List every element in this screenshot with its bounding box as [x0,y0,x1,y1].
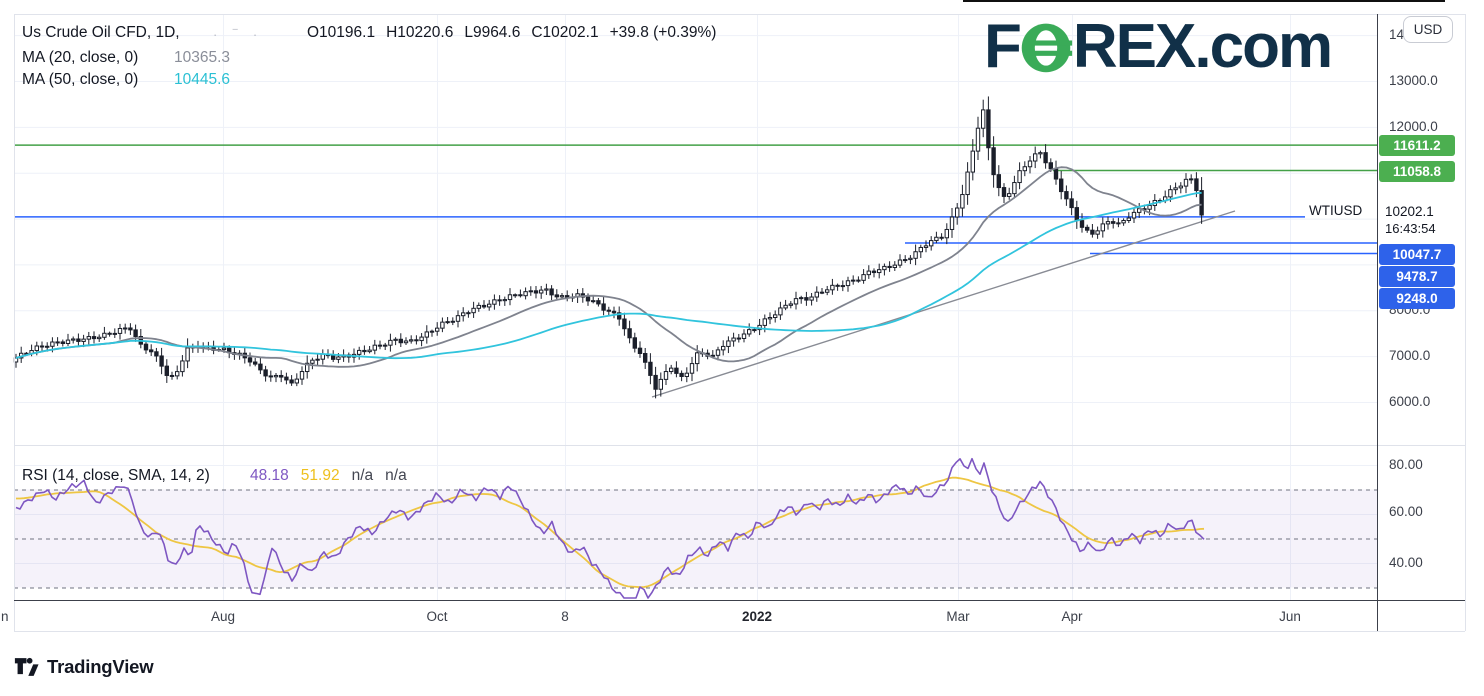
forex-logo-dotcom: .com [1194,12,1333,81]
ma50-label: MA (50, close, 0) [22,71,139,88]
last-price-badge: 10202.1 16:43:54 [1379,202,1463,238]
panel-borders [14,14,1466,632]
time-axis-label: Oct [426,609,448,624]
bar-countdown: 16:43:54 [1385,221,1436,236]
rsi-value: n/a [351,467,374,484]
candles [13,96,1204,399]
axis-tick-label: 12000.0 [1389,119,1438,134]
time-axis-label: Mar [946,609,970,624]
tradingview-wordmark: TradingView [47,656,154,677]
axis-tick-label: 6000.0 [1389,394,1431,409]
axis-tick-label: 7000.0 [1389,348,1431,363]
ma20-legend[interactable]: MA (20, close, 0) 10365.3 [22,49,230,67]
ma-50-line [15,191,1202,360]
green-level-badge: 11611.2 [1379,135,1455,156]
forex-logo-rex: REX [1072,12,1196,81]
time-axis-label: 2022 [741,609,773,624]
rsi-band [14,489,1377,589]
rsi-sma-line [16,476,1205,589]
blue-level-badge: 9478.7 [1379,266,1455,287]
rsi-values: 48.18 51.92 n/a n/a [250,467,407,485]
last-price: 10202.1 [1385,204,1434,219]
ohlc-value: L9964.6 [464,24,521,41]
rsi-line [15,457,1205,599]
time-axis-label: 8 [561,609,569,624]
blue-level-badge: 10047.7 [1379,244,1455,265]
green-level-badge: 11058.8 [1379,161,1455,182]
tradingview-icon [14,657,39,676]
time-axis-label: Aug [210,609,236,624]
ma20-value: 10365.3 [174,49,231,66]
ma-20-line [15,166,1202,368]
axis-tick-label: 40.00 [1389,555,1423,570]
axis-tick-label: 13000.0 [1389,73,1438,88]
ohlc-value: +39.8 (+0.39%) [609,24,717,41]
symbol-price-line-label: WTIUSD [1309,203,1363,218]
rsi-value: 51.92 [300,467,340,484]
tradingview-logo[interactable]: TradingView [14,656,154,678]
rsi-legend[interactable]: RSI (14, close, SMA, 14, 2) [22,467,210,485]
time-axis-label: n [1,609,9,624]
forex-o-icon [1021,23,1073,73]
ma50-legend[interactable]: MA (50, close, 0) 10445.6 [22,71,230,89]
ohlc-value: O10196.1 [307,24,376,41]
ohlc-value: C10202.1 [531,24,599,41]
trendline [651,210,1236,398]
ma20-label: MA (20, close, 0) [22,49,139,66]
axis-tick-label: 80.00 [1389,457,1423,472]
ohlc-values: O10196.1 H10220.6 L9964.6 C10202.1 +39.8 (+0… [307,24,716,42]
rsi-value: 48.18 [250,467,289,484]
time-axis-label: Apr [1061,609,1083,624]
symbol-title: Us Crude Oil CFD, 1D, [22,24,180,41]
currency-unit-button[interactable]: USD [1403,16,1453,43]
watermark-top-strip [963,0,1445,2]
ohlc-value: H10220.6 [386,24,454,41]
symbol-legend[interactable]: Us Crude Oil CFD, 1D, [22,24,180,42]
time-axis-label: Jun [1279,609,1301,624]
rsi-label: RSI (14, close, SMA, 14, 2) [22,467,210,484]
legend-collapse-dots-icon[interactable]: · ‾ · [213,27,264,42]
ma50-value: 10445.6 [174,71,231,88]
blue-level-badge: 9248.0 [1379,288,1455,309]
forex-logo-f: F [984,12,1022,81]
axis-tick-label: 60.00 [1389,504,1423,519]
rsi-value: n/a [385,467,407,484]
forex-logo: F REX .com [984,12,1333,81]
